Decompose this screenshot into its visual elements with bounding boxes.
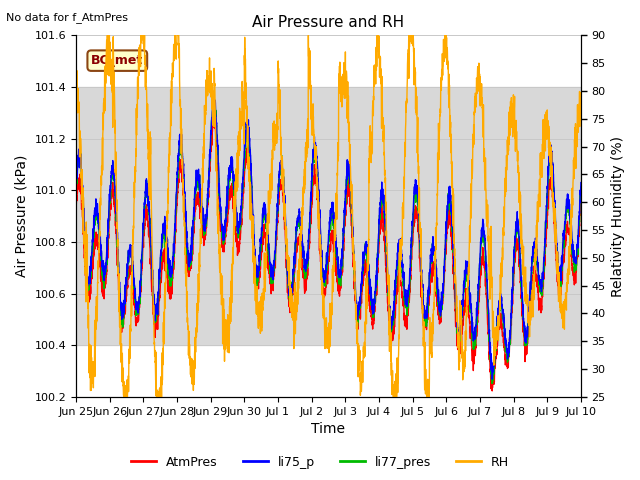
Y-axis label: Air Pressure (kPa): Air Pressure (kPa)	[15, 155, 29, 277]
Title: Air Pressure and RH: Air Pressure and RH	[252, 15, 404, 30]
Text: BC_met: BC_met	[91, 54, 143, 67]
Bar	[76, 87, 581, 345]
Text: No data for f_AtmPres: No data for f_AtmPres	[6, 12, 129, 23]
X-axis label: Time: Time	[312, 422, 346, 436]
Y-axis label: Relativity Humidity (%): Relativity Humidity (%)	[611, 136, 625, 297]
Legend: AtmPres, li75_p, li77_pres, RH: AtmPres, li75_p, li77_pres, RH	[126, 451, 514, 474]
